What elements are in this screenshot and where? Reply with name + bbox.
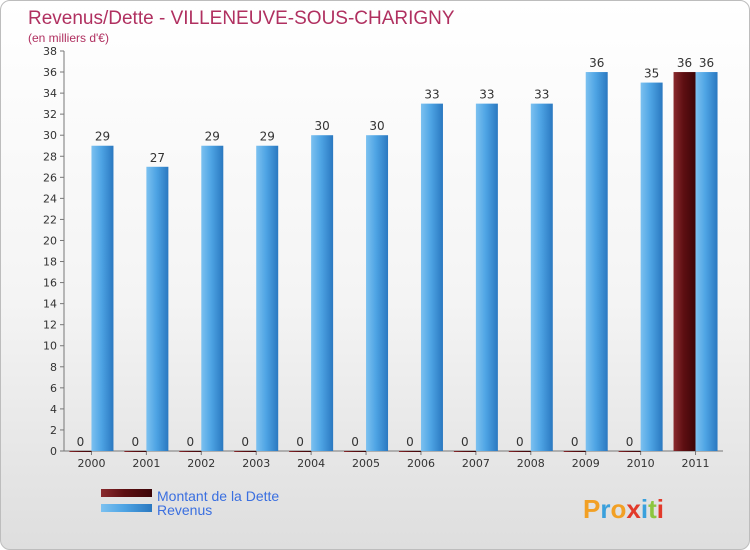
y-tick-label: 32 xyxy=(43,108,57,121)
bar-debt-2003 xyxy=(234,451,257,452)
bar-revenus-2002 xyxy=(201,145,224,451)
y-tick-label: 14 xyxy=(43,298,57,311)
bar-revenus-2007 xyxy=(475,103,498,451)
data-label-revenus-2009: 36 xyxy=(589,56,604,70)
legend-label-debt: Montant de la Dette xyxy=(157,488,279,504)
data-label-debt-2006: 0 xyxy=(406,435,414,449)
data-label-revenus-2006: 33 xyxy=(424,88,439,102)
data-label-debt-2007: 0 xyxy=(461,435,469,449)
legend: Montant de la Dette Revenus xyxy=(101,488,279,518)
x-tick-label: 2000 xyxy=(77,457,105,470)
data-label-revenus-2011: 36 xyxy=(699,56,714,70)
bar-debt-2008 xyxy=(508,451,531,452)
data-label-revenus-2005: 30 xyxy=(369,119,384,133)
logo-letter: P xyxy=(583,494,600,524)
x-tick-label: 2003 xyxy=(242,457,270,470)
bar-revenus-2011 xyxy=(695,72,718,451)
x-tick-label: 2001 xyxy=(132,457,160,470)
x-tick-label: 2002 xyxy=(187,457,215,470)
x-tick-label: 2004 xyxy=(297,457,325,470)
logo-letter: t xyxy=(648,494,657,524)
bar-revenus-2006 xyxy=(420,103,443,451)
y-tick-label: 4 xyxy=(50,403,57,416)
logo-letter: r xyxy=(600,494,610,524)
logo-letter: i xyxy=(641,494,648,524)
bars: 0 29 0 27 0 29 0 29 0 30 0 30 0 33 0 33 0 33 0 36 0 35 36 36 xyxy=(69,56,718,452)
data-label-debt-2001: 0 xyxy=(132,435,140,449)
y-tick-label: 10 xyxy=(43,340,57,353)
bar-debt-2010 xyxy=(618,451,641,452)
bar-revenus-2010 xyxy=(640,82,663,451)
x-tick-label: 2011 xyxy=(682,457,710,470)
y-tick-label: 16 xyxy=(43,277,57,290)
y-tick-label: 8 xyxy=(50,361,57,374)
y-tick-label: 22 xyxy=(43,213,57,226)
bar-debt-2001 xyxy=(124,451,147,452)
y-tick-label: 2 xyxy=(50,424,57,437)
x-tick-label: 2010 xyxy=(627,457,655,470)
y-tick-label: 6 xyxy=(50,382,57,395)
bar-debt-2009 xyxy=(563,451,586,452)
bar-revenus-2000 xyxy=(91,145,114,451)
logo-letter: o xyxy=(610,494,626,524)
data-label-revenus-2000: 29 xyxy=(95,130,110,144)
data-label-debt-2008: 0 xyxy=(516,435,524,449)
bar-revenus-2001 xyxy=(146,166,169,451)
y-tick-label: 0 xyxy=(50,445,57,458)
data-label-revenus-2010: 35 xyxy=(644,67,659,81)
x-tick-label: 2005 xyxy=(352,457,380,470)
bar-debt-2006 xyxy=(398,451,421,452)
bar-debt-2005 xyxy=(344,451,367,452)
legend-swatch-debt xyxy=(101,489,152,497)
bar-revenus-2004 xyxy=(311,135,334,452)
y-tick-label: 30 xyxy=(43,129,57,142)
bar-revenus-2009 xyxy=(585,72,608,451)
y-tick-label: 38 xyxy=(43,45,57,58)
data-label-debt-2009: 0 xyxy=(571,435,579,449)
x-tick-label: 2009 xyxy=(572,457,600,470)
bar-debt-2011 xyxy=(673,72,696,451)
proxiti-logo: Proxiti xyxy=(583,494,664,524)
y-tick-label: 34 xyxy=(43,87,57,100)
y-tick-label: 12 xyxy=(43,319,57,332)
data-label-debt-2005: 0 xyxy=(351,435,359,449)
bar-debt-2002 xyxy=(179,451,202,452)
y-tick-label: 36 xyxy=(43,66,57,79)
data-label-revenus-2001: 27 xyxy=(150,151,165,165)
data-label-debt-2011: 36 xyxy=(677,56,692,70)
bar-debt-2004 xyxy=(289,451,312,452)
data-label-debt-2000: 0 xyxy=(77,435,85,449)
logo-letter: i xyxy=(657,494,664,524)
data-label-revenus-2007: 33 xyxy=(479,88,494,102)
data-label-debt-2003: 0 xyxy=(241,435,249,449)
bar-revenus-2003 xyxy=(256,145,279,451)
y-tick-label: 18 xyxy=(43,256,57,269)
legend-swatch-revenus xyxy=(101,504,152,512)
data-label-revenus-2002: 29 xyxy=(205,130,220,144)
bar-revenus-2008 xyxy=(530,103,553,451)
y-tick-label: 28 xyxy=(43,150,57,163)
bar-debt-2000 xyxy=(69,451,92,452)
data-label-debt-2004: 0 xyxy=(296,435,304,449)
x-tick-label: 2008 xyxy=(517,457,545,470)
data-label-revenus-2003: 29 xyxy=(260,130,275,144)
bar-revenus-2005 xyxy=(366,135,389,452)
data-label-revenus-2004: 30 xyxy=(314,119,329,133)
y-tick-label: 24 xyxy=(43,192,57,205)
y-tick-label: 20 xyxy=(43,234,57,247)
y-tick-label: 26 xyxy=(43,171,57,184)
x-tick-label: 2006 xyxy=(407,457,435,470)
data-label-debt-2010: 0 xyxy=(626,435,634,449)
bar-debt-2007 xyxy=(453,451,476,452)
x-tick-label: 2007 xyxy=(462,457,490,470)
chart-subtitle: (en milliers d'€) xyxy=(28,31,109,45)
data-label-debt-2002: 0 xyxy=(186,435,194,449)
logo-letter: x xyxy=(626,494,641,524)
chart-title: Revenus/Dette - VILLENEUVE-SOUS-CHARIGNY xyxy=(28,8,455,29)
data-label-revenus-2008: 33 xyxy=(534,88,549,102)
legend-label-revenus: Revenus xyxy=(157,502,212,518)
